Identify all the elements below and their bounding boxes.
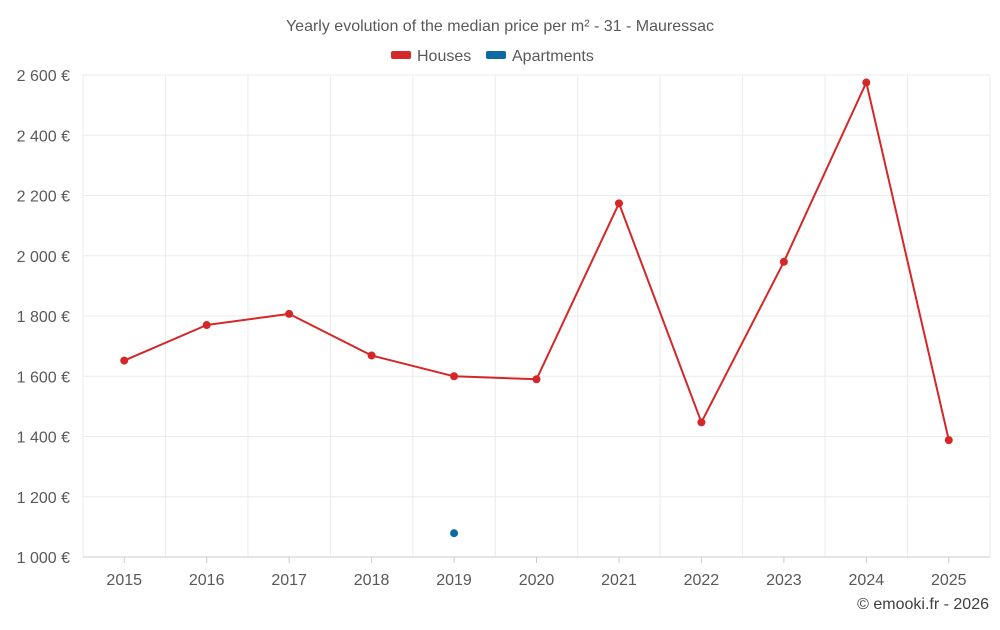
legend-label-apartments: Apartments: [512, 48, 594, 65]
y-tick-label: 1 400 €: [17, 430, 70, 447]
data-point-houses[interactable]: [944, 436, 953, 445]
y-tick-label: 1 000 €: [17, 550, 70, 567]
series: [120, 78, 953, 538]
chart-title: Yearly evolution of the median price per…: [286, 18, 714, 35]
x-tick-label: 2015: [106, 572, 142, 589]
data-point-houses[interactable]: [614, 199, 623, 208]
x-tick-label: 2019: [436, 572, 472, 589]
data-point-apartments[interactable]: [450, 529, 459, 538]
x-tick-label: 2020: [519, 572, 555, 589]
x-tick-label: 2018: [354, 572, 390, 589]
data-point-houses[interactable]: [202, 321, 211, 330]
y-tick-label: 1 800 €: [17, 309, 70, 326]
legend: Houses Apartments: [391, 48, 594, 65]
data-point-houses[interactable]: [285, 309, 294, 318]
x-tick-label: 2023: [766, 572, 802, 589]
x-tick-label: 2025: [931, 572, 967, 589]
y-tick-label: 2 600 €: [17, 68, 70, 85]
x-tick-label: 2022: [684, 572, 720, 589]
x-tick-label: 2017: [271, 572, 307, 589]
y-tick-label: 2 000 €: [17, 249, 70, 266]
y-tick-label: 1 600 €: [17, 369, 70, 386]
y-tick-label: 1 200 €: [17, 490, 70, 507]
axes: 1 000 € 1 200 € 1 400 € 1 600 € 1 800 € 2 000…: [17, 68, 990, 589]
legend-swatch-apartments: [486, 51, 506, 59]
legend-swatch-houses: [391, 51, 411, 59]
y-tick-label: 2 200 €: [17, 189, 70, 206]
data-point-houses[interactable]: [779, 257, 788, 266]
series-houses: [120, 78, 953, 445]
y-tick-label: 2 400 €: [17, 128, 70, 145]
data-point-houses[interactable]: [450, 372, 459, 381]
footer-credit: © emooki.fr - 2026: [857, 596, 989, 613]
x-tick-label: 2016: [189, 572, 225, 589]
data-point-houses[interactable]: [862, 78, 871, 87]
legend-item-apartments[interactable]: Apartments: [486, 48, 594, 65]
x-tick-label: 2024: [849, 572, 885, 589]
data-point-houses[interactable]: [367, 351, 376, 360]
data-point-houses[interactable]: [697, 418, 706, 427]
data-point-houses[interactable]: [120, 356, 129, 365]
x-tick-label: 2021: [601, 572, 637, 589]
grid: [82, 74, 991, 558]
series-apartments: [450, 529, 459, 538]
legend-label-houses: Houses: [417, 48, 471, 65]
data-point-houses[interactable]: [532, 375, 541, 384]
legend-item-houses[interactable]: Houses: [391, 48, 471, 65]
